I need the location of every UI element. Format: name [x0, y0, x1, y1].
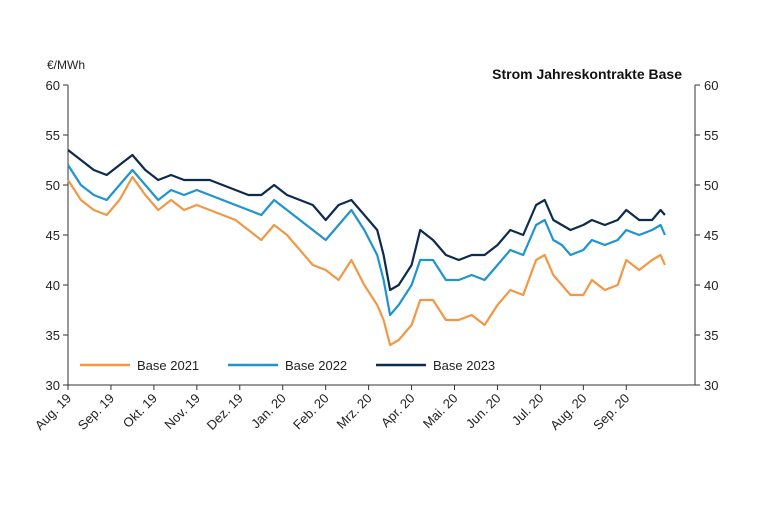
legend-label: Base 2023 [433, 358, 495, 373]
x-tick-label: Dez. 19 [204, 391, 246, 433]
x-tick-label: Apr. 20 [378, 391, 418, 431]
y-tick-label-right: 50 [704, 178, 718, 193]
y-tick-label-left: 50 [46, 178, 60, 193]
x-tick-label: Mai. 20 [420, 391, 461, 432]
y-tick-label-right: 35 [704, 328, 718, 343]
x-tick-label: Jan. 20 [248, 391, 289, 432]
x-tick-label: Sep. 19 [75, 391, 117, 433]
y-tick-label-right: 40 [704, 278, 718, 293]
y-tick-label-right: 30 [704, 378, 718, 393]
series-line-base-2022 [67, 164, 666, 317]
y-tick-label-left: 35 [46, 328, 60, 343]
y-tick-label-right: 45 [704, 228, 718, 243]
chart-title: Strom Jahreskontrakte Base [492, 66, 682, 82]
y-tick-label-right: 55 [704, 128, 718, 143]
x-tick-label: Mrz. 20 [333, 391, 374, 432]
y-tick-label-right: 60 [704, 78, 718, 93]
series-lines [67, 149, 666, 347]
y-tick-label-left: 45 [46, 228, 60, 243]
legend-label: Base 2022 [285, 358, 347, 373]
x-tick-label: Sep. 20 [590, 391, 632, 433]
legend: Base 2021 Base 2022 Base 2023 [80, 358, 495, 373]
y-tick-label-left: 30 [46, 378, 60, 393]
y-axis-unit-label: €/MWh [47, 58, 85, 72]
x-tick-label: Aug. 19 [32, 391, 74, 433]
x-tick-label: Okt. 19 [120, 391, 160, 431]
y-tick-label-left: 55 [46, 128, 60, 143]
legend-label: Base 2021 [137, 358, 199, 373]
series-line-base-2023 [67, 149, 666, 292]
x-tick-label: Feb. 20 [290, 391, 332, 433]
y-tick-label-left: 60 [46, 78, 60, 93]
series-line-base-2021 [67, 175, 666, 347]
y-tick-label-left: 40 [46, 278, 60, 293]
x-tick-label: Aug. 20 [547, 391, 589, 433]
x-tick-label: Jun. 20 [463, 391, 504, 432]
x-tick-label: Jul. 20 [509, 391, 547, 429]
x-tick-label: Nov. 19 [161, 391, 203, 433]
